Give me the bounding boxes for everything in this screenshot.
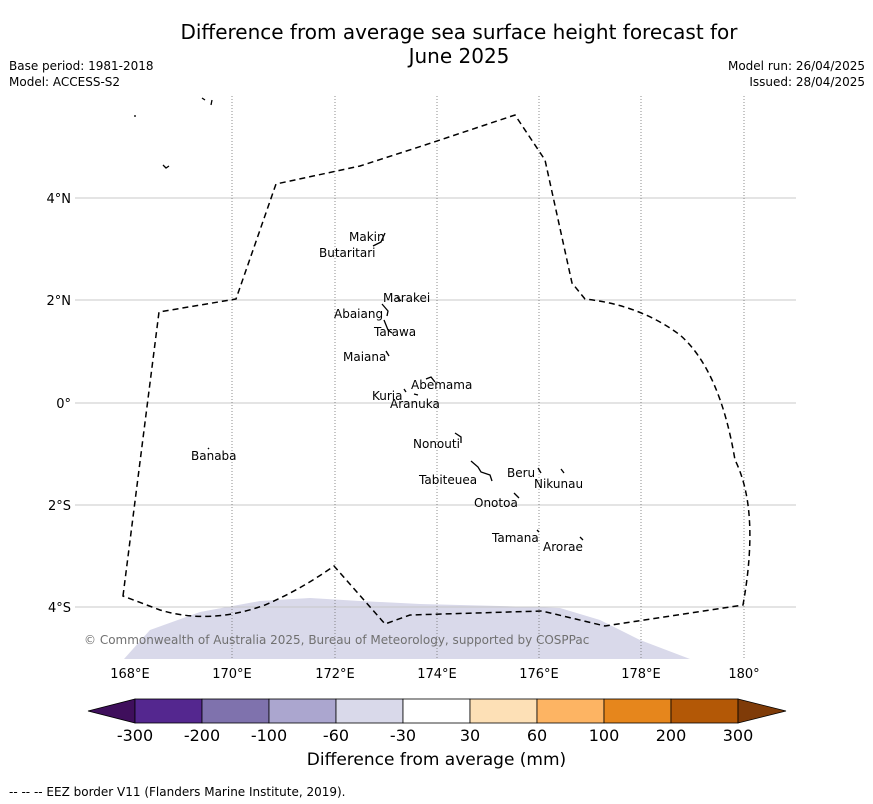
label-tabiteuea: Tabiteuea [418,473,477,487]
issued-date: Issued: 28/04/2025 [749,75,865,89]
label-marakei: Marakei [383,291,430,305]
lon-gridlines [231,96,745,659]
island-shape-banaba [207,447,210,450]
lat-tick-4s: 4°S [48,601,71,616]
lon-tick-170e: 170°E [212,667,252,682]
island-shape-abemama [425,376,436,383]
island-shape-kuria [403,388,407,393]
lon-tick-168e: 168°E [110,667,150,682]
colorbar-bin-3 [268,698,337,724]
label-abaiang: Abaiang [334,307,383,321]
colorbar-label: Difference from average (mm) [306,750,567,770]
label-banaba: Banaba [191,449,237,463]
colorbar-tick-2: -200 [184,726,220,745]
colorbar-extend-low [87,698,136,724]
meta-left: Base period: 1981-2018 Model: ACCESS-S2 [9,58,154,90]
title-line-1: Difference from average sea surface heig… [180,20,738,44]
label-aranuka: Aranuka [390,397,440,411]
lat-tick-4n: 4°N [47,192,72,207]
lat-tick-2s: 2°S [48,499,71,514]
lon-tick-176e: 176°E [519,667,559,682]
eez-footnote: -- -- -- EEZ border V11 (Flanders Marine… [9,785,346,799]
island-shape-aranuka [413,393,419,396]
colorbar-bin-2 [201,698,270,724]
island-shape-north-3 [210,99,213,106]
label-maiana: Maiana [343,350,386,364]
title-line-2: June 2025 [408,44,510,68]
colorbar-extend-high [737,698,787,724]
island-shape-beru [537,467,542,474]
lat-tick-labels: 4°N 2°N 0° 2°S 4°S [47,192,72,616]
colorbar-bin-1 [134,698,203,724]
island-shape-north-4 [162,164,170,169]
island-shapes [134,97,584,541]
label-beru: Beru [507,466,535,480]
island-shape-marakei [396,296,402,302]
colorbar-tick-9: 200 [656,726,687,745]
map-title: Difference from average sea surface heig… [0,20,873,68]
lon-tick-172e: 172°E [315,667,355,682]
island-labels: Makin Butaritari Marakei Abaiang Tarawa … [191,230,583,554]
colorbar-bin-6 [469,698,538,724]
island-shape-nonouti [454,432,462,443]
lon-tick-178e: 178°E [621,667,661,682]
model-run: Model run: 26/04/2025 [727,59,865,73]
lat-tick-2n: 2°N [47,294,72,309]
colorbar-bin-9 [670,698,739,724]
colorbar-bin-7 [536,698,605,724]
colorbar-tick-1: -300 [117,726,153,745]
colorbar-bin-5 [402,698,471,724]
colorbar-tick-7: 60 [527,726,547,745]
colorbar-bin-8 [603,698,672,724]
label-nonouti: Nonouti [413,437,460,451]
island-shape-butaritari [372,232,386,247]
island-shape-arorae [579,536,584,541]
island-shape-maiana [385,350,390,357]
model-name: Model: ACCESS-S2 [9,75,121,89]
label-makin: Makin [349,230,385,244]
colorbar-tick-6: 30 [460,726,480,745]
label-nikunau: Nikunau [534,477,583,491]
label-abemama: Abemama [411,378,472,392]
label-kuria: Kuria [372,389,403,403]
island-shape-north-2 [201,97,206,101]
colorbar-tick-4: -60 [323,726,349,745]
lon-tick-180: 180° [728,667,759,682]
label-tamana: Tamana [491,531,539,545]
colorbar-tick-8: 100 [589,726,620,745]
label-butaritari: Butaritari [319,246,376,260]
meta-right: Model run: 26/04/2025 Issued: 28/04/2025 [728,58,865,90]
island-shape-onotoa [513,492,520,499]
colorbar-tick-10: 300 [723,726,754,745]
island-shape-tarawa [383,319,393,334]
colorbar-tick-5: -30 [390,726,416,745]
copyright-notice: © Commonwealth of Australia 2025, Bureau… [84,633,589,647]
lat-gridlines [75,197,796,608]
eez-border [122,114,751,627]
colorbar [87,698,787,724]
label-arorae: Arorae [543,540,583,554]
label-tarawa: Tarawa [373,325,416,339]
lat-tick-0: 0° [56,397,71,412]
island-shape-tabiteuea [470,460,493,482]
island-shape-nikunau [560,468,565,474]
colorbar-tick-3: -100 [251,726,287,745]
colorbar-bin-4 [335,698,404,724]
label-onotoa: Onotoa [474,496,518,510]
colorbar-tick-labels: -300 -200 -100 -60 -30 30 60 100 200 300 [117,726,753,745]
base-period: Base period: 1981-2018 [9,59,154,73]
lon-tick-labels: 168°E 170°E 172°E 174°E 176°E 178°E 180° [110,667,759,682]
island-shape-tamana [536,529,540,533]
island-shape-abaiang [381,303,389,317]
lon-tick-174e: 174°E [417,667,457,682]
